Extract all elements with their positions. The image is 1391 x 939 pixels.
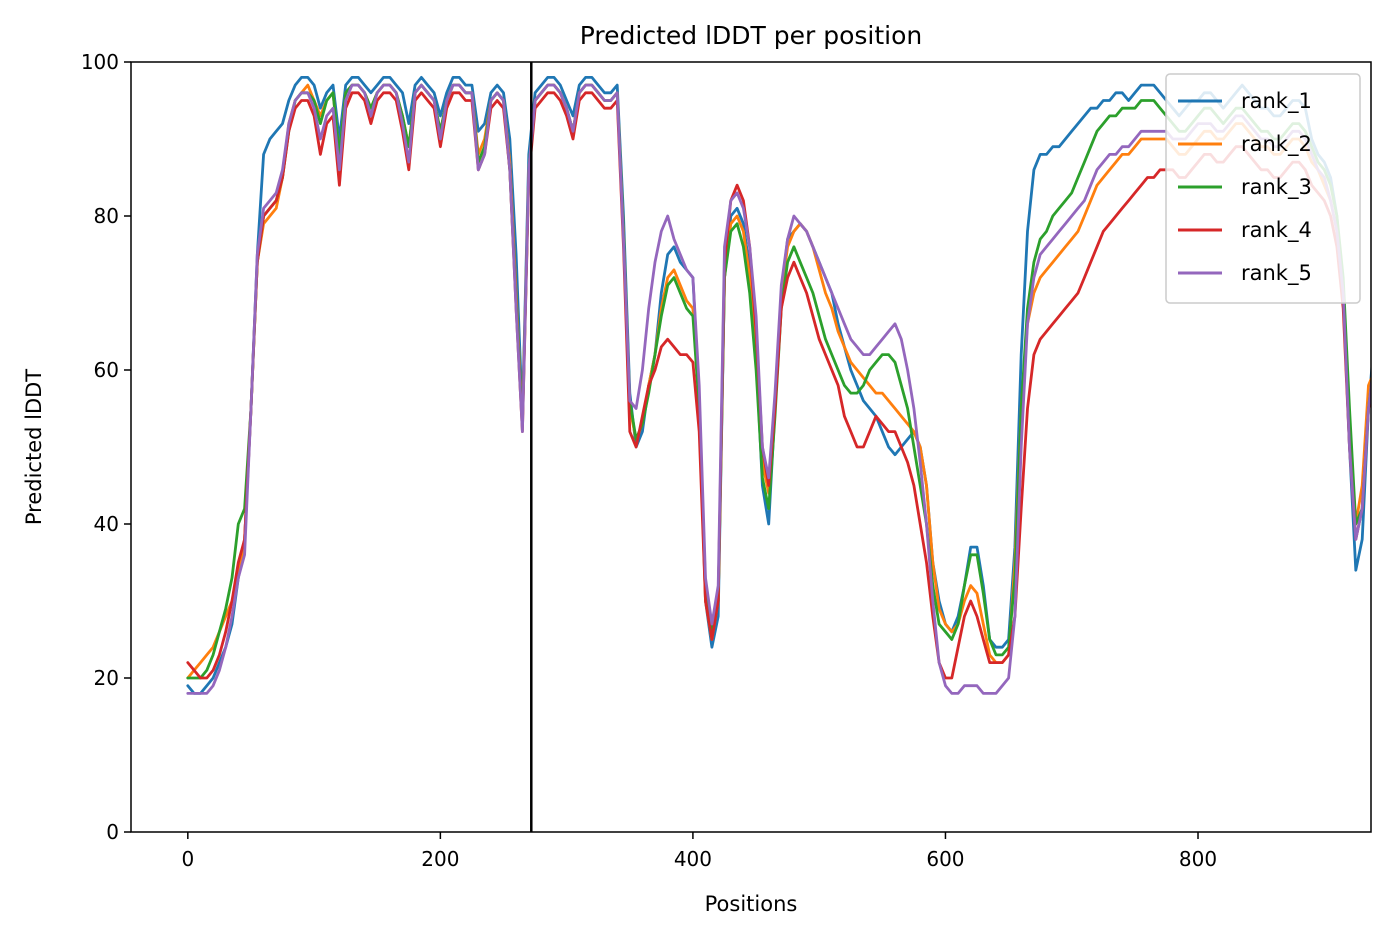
x-axis-title: Positions xyxy=(705,892,798,916)
series-line-rank_5 xyxy=(186,83,1371,695)
legend-label-rank_4: rank_4 xyxy=(1241,218,1312,243)
y-tick-label: 40 xyxy=(94,512,119,536)
legend: rank_1 rank_2 rank_3 rank_4 rank_5 xyxy=(1165,73,1361,304)
x-tick-label: 0 xyxy=(181,847,194,871)
x-axis-ticks: 0 200 400 600 800 xyxy=(181,832,1217,871)
legend-label-rank_5: rank_5 xyxy=(1241,261,1312,286)
legend-box xyxy=(1165,73,1361,304)
y-tick-label: 0 xyxy=(106,820,119,844)
x-tick-label: 800 xyxy=(1179,847,1217,871)
x-tick-label: 600 xyxy=(926,847,964,871)
y-tick-label: 20 xyxy=(94,666,119,690)
legend-label-rank_3: rank_3 xyxy=(1241,175,1312,200)
legend-label-rank_2: rank_2 xyxy=(1241,132,1312,157)
y-tick-label: 100 xyxy=(81,50,119,74)
y-axis-title: Predicted lDDT xyxy=(22,369,46,525)
y-tick-label: 80 xyxy=(94,204,119,228)
x-tick-label: 200 xyxy=(421,847,459,871)
plot-frame xyxy=(130,61,1372,833)
y-axis-ticks: 0 20 40 60 80 100 xyxy=(81,50,131,844)
y-tick-label: 60 xyxy=(94,358,119,382)
legend-label-rank_1: rank_1 xyxy=(1241,89,1312,114)
chart-title: Predicted lDDT per position xyxy=(580,21,922,50)
series-lines xyxy=(186,76,1371,695)
x-tick-label: 400 xyxy=(674,847,712,871)
